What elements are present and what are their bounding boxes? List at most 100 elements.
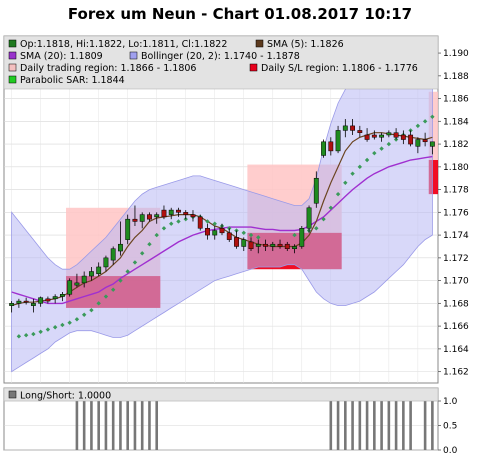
long-short-bar [75,401,79,450]
sar-dot [372,150,377,156]
candle-body [67,280,73,295]
legend-box [3,35,439,90]
long-short-bar [423,401,427,450]
candle-body [415,139,421,147]
long-short-bar [90,401,93,450]
sar-dot [343,180,348,185]
sar-dot [335,191,341,197]
legend-label: Parabolic SAR: 1.1844 [20,75,125,86]
indicator-tick-label: 1.0 [443,397,458,407]
sar-dot [386,141,392,147]
legend-label: Bollinger (20, 2): 1.1740 - 1.1878 [141,51,300,62]
long-short-bar [140,401,144,450]
long-short-bar [155,401,159,450]
legend-label: Op:1.1818, Hi:1.1822, Lo:1.1811, Cl:1.18… [20,39,227,50]
sar-dot [23,333,29,338]
price-tick-label: 1.170 [443,277,469,287]
sar-dot [52,325,58,330]
sar-dot [45,327,51,332]
candle-body [379,134,385,138]
candle-body [183,212,189,215]
sar-dot [118,278,123,283]
sar-dot [328,205,334,210]
price-tick-label: 1.172 [443,254,469,264]
candle-body [255,243,261,247]
long-short-bar [351,401,354,450]
sar-dot [379,146,384,151]
candle-body [321,141,326,156]
sar-dot [67,320,72,325]
sar-dot [147,242,152,247]
price-panel: 1.190 1.188 1.186 1.184 1.182 1.180 1.178 1.176… [3,35,469,384]
sar-dot [154,232,159,238]
candle-body [16,300,22,304]
long-short-bar [394,401,398,450]
long-short-bar [336,401,340,450]
sar-dot [38,329,43,335]
candle-body [364,134,370,140]
sar-dot [81,312,87,317]
sar-dot [169,221,174,226]
long-short-bar [148,401,151,450]
candle-body [132,218,138,222]
candle-body [74,282,80,286]
indicator-legend-box [3,387,439,402]
candle-body [139,214,145,222]
legend-swatch [249,63,258,72]
candle-body [241,239,247,247]
candle-body [248,241,254,250]
candle-body [38,297,44,304]
candle-body [212,230,218,236]
candle-body [299,228,305,247]
sar-dot [248,232,254,238]
long-short-bar [97,401,100,450]
candle-body [103,257,109,268]
sar-dot [350,171,355,176]
sar-dot [422,119,428,124]
candle-body [335,130,341,152]
bollinger-band [11,66,433,373]
candle-body [284,243,290,250]
price-tick-label: 1.182 [443,140,469,150]
candle-body [59,294,65,297]
candle-body [161,209,167,218]
candle-body [52,296,58,300]
candle-body [88,271,94,277]
indicator-tick-label: 0.5 [443,422,457,432]
candle-body [30,303,36,306]
price-tick-label: 1.184 [443,117,469,127]
legend-label: Daily S/L region: 1.1806 - 1.1776 [261,63,418,74]
sar-dot [183,216,188,222]
candle-body [371,134,377,138]
long-short-bar [82,401,86,450]
daily-sl-region [428,160,438,195]
price-tick-label: 1.162 [443,368,469,378]
long-short-bar [133,401,137,450]
candle-body [168,209,174,215]
candle-body [176,209,181,213]
sar-dot [212,221,217,226]
sar-dot [132,260,138,265]
candle-body [45,298,51,302]
legend-swatch [8,51,17,60]
candle-body [219,228,225,234]
sar-dot [364,157,370,163]
legend-label: SMA (5): 1.1826 [267,39,344,50]
candle-body [205,228,210,236]
sar-dot [74,317,80,322]
candle-body [342,125,348,131]
long-short-bar [387,401,391,450]
long-short-bar [365,401,369,450]
candle-body [393,132,399,138]
price-legend: Op:1.1818, Hi:1.1822, Lo:1.1811, Cl:1.18… [8,39,418,86]
candle-body [270,243,276,247]
long-short-bar [409,401,412,450]
candle-body [422,139,428,143]
long-short-bar [373,401,376,450]
sar-dot [31,331,36,337]
price-tick-label: 1.188 [443,72,469,82]
candle-body [350,125,356,131]
candle-body [313,177,319,204]
sar-dot [161,226,167,231]
